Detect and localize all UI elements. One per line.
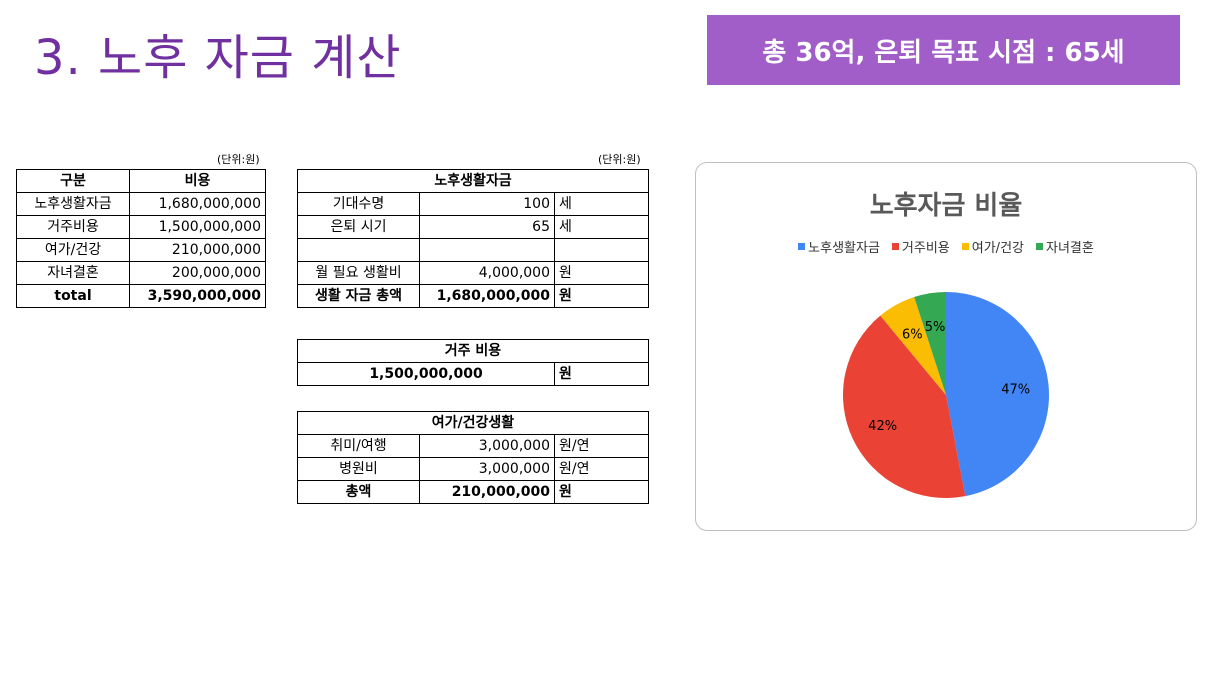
row-value: 3,000,000 — [419, 457, 555, 481]
total-row: 총액 210,000,000 원 — [297, 480, 649, 504]
legend-label: 자녀결혼 — [1046, 241, 1094, 256]
row-label: 병원비 — [297, 457, 420, 481]
table-row: 취미/여행 3,000,000 원/연 — [297, 434, 649, 458]
table-row: 은퇴 시기 65 세 — [297, 215, 649, 239]
legend-swatch — [891, 243, 899, 250]
pie-slice — [914, 292, 946, 395]
row-label: 은퇴 시기 — [297, 215, 420, 239]
housing-unit: 원 — [554, 362, 649, 386]
total-row: total 3,590,000,000 — [16, 284, 266, 308]
row-value: 1,680,000,000 — [129, 192, 266, 216]
row-label — [297, 238, 420, 262]
total-value: 1,680,000,000 — [419, 284, 555, 308]
total-label: 생활 자금 총액 — [297, 284, 420, 308]
row-value: 1,500,000,000 — [129, 215, 266, 239]
legend-label: 노후생활자금 — [808, 241, 880, 256]
row-label: 취미/여행 — [297, 434, 420, 458]
total-unit: 원 — [554, 480, 649, 504]
table-header-row: 노후생활자금 — [297, 169, 649, 193]
summary-table: 구분 비용 노후생활자금 1,680,000,000 거주비용 1,500,00… — [16, 169, 266, 308]
row-value: 200,000,000 — [129, 261, 266, 285]
legend-item: 노후생활자금 — [798, 237, 880, 256]
row-label: 여가/건강 — [16, 238, 130, 262]
page-title: 3. 노후 자금 계산 — [34, 30, 402, 86]
row-unit: 원/연 — [554, 434, 649, 458]
total-label: total — [16, 284, 130, 308]
table-row: 자녀결혼 200,000,000 — [16, 261, 266, 285]
row-label: 기대수명 — [297, 192, 420, 216]
total-label: 총액 — [297, 480, 420, 504]
row-label: 자녀결혼 — [16, 261, 130, 285]
row-label: 거주비용 — [16, 215, 130, 239]
legend-swatch — [961, 243, 969, 250]
chart-title: 노후자금 비율 — [869, 191, 1023, 221]
row-unit: 세 — [554, 192, 649, 216]
total-value: 3,590,000,000 — [129, 284, 266, 308]
legend-item: 여가/건강 — [961, 237, 1024, 256]
row-label: 노후생활자금 — [16, 192, 130, 216]
housing-header: 거주 비용 — [297, 339, 649, 363]
summary-badge: 총 36억, 은퇴 목표 시점 : 65세 — [707, 15, 1180, 85]
row-unit: 원/연 — [554, 457, 649, 481]
table-header-row: 거주 비용 — [297, 339, 649, 363]
table-header-row: 여가/건강생활 — [297, 411, 649, 435]
pie-slice — [880, 297, 946, 395]
legend-label: 여가/건강 — [971, 241, 1024, 256]
total-unit: 원 — [554, 284, 649, 308]
row-value — [419, 238, 555, 262]
total-value: 210,000,000 — [419, 480, 555, 504]
table-header-row: 구분 비용 — [16, 169, 266, 193]
header-category: 구분 — [16, 169, 130, 193]
table-row: 월 필요 생활비 4,000,000 원 — [297, 261, 649, 285]
legend-swatch — [1036, 243, 1043, 250]
pie-slice — [946, 292, 1049, 497]
table-row: 여가/건강 210,000,000 — [16, 238, 266, 262]
row-unit — [554, 238, 649, 262]
row-unit: 원 — [554, 261, 649, 285]
data-label: 47% — [1001, 382, 1030, 397]
table-row: 기대수명 100 세 — [297, 192, 649, 216]
table-row: 노후생활자금 1,680,000,000 — [16, 192, 266, 216]
total-row: 생활 자금 총액 1,680,000,000 원 — [297, 284, 649, 308]
header-cost: 비용 — [129, 169, 266, 193]
unit-label: (단위:원) — [217, 153, 260, 166]
pie-chart: 47% 42% 6%5% — [843, 292, 1049, 498]
data-label: 6% — [902, 328, 923, 343]
chart-legend: 노후생활자금 거주비용 여가/건강 자녀결혼 — [696, 237, 1196, 256]
living-header: 노후생활자금 — [297, 169, 649, 193]
row-value: 65 — [419, 215, 555, 239]
row-value: 4,000,000 — [419, 261, 555, 285]
pie-slice — [843, 315, 966, 498]
row-label: 월 필요 생활비 — [297, 261, 420, 285]
legend-swatch — [798, 243, 806, 250]
data-label: 42% — [868, 419, 897, 434]
row-value: 100 — [419, 192, 555, 216]
total-row: 1,500,000,000 원 — [297, 362, 649, 386]
chart-container: 노후자금 비율 노후생활자금 거주비용 여가/건강 자녀결혼 47% 42% 6% 5… — [695, 162, 1197, 531]
row-value: 210,000,000 — [129, 238, 266, 262]
legend-item: 자녀결혼 — [1036, 237, 1094, 256]
table-row: 거주비용 1,500,000,000 — [16, 215, 266, 239]
housing-table: 거주 비용 1,500,000,000 원 — [297, 339, 649, 386]
data-label: 5% — [925, 320, 946, 335]
row-value: 3,000,000 — [419, 434, 555, 458]
living-table: 노후생활자금 기대수명 100 세 은퇴 시기 65 세 월 필요 생활비 4,… — [297, 169, 649, 308]
leisure-header: 여가/건강생활 — [297, 411, 649, 435]
legend-item: 거주비용 — [891, 237, 950, 256]
housing-value: 1,500,000,000 — [297, 362, 555, 386]
row-unit: 세 — [554, 215, 649, 239]
legend-label: 거주비용 — [901, 241, 950, 256]
table-row — [297, 238, 649, 262]
table-row: 병원비 3,000,000 원/연 — [297, 457, 649, 481]
leisure-table: 여가/건강생활 취미/여행 3,000,000 원/연 병원비 3,000,00… — [297, 411, 649, 504]
unit-label: (단위:원) — [598, 153, 641, 166]
